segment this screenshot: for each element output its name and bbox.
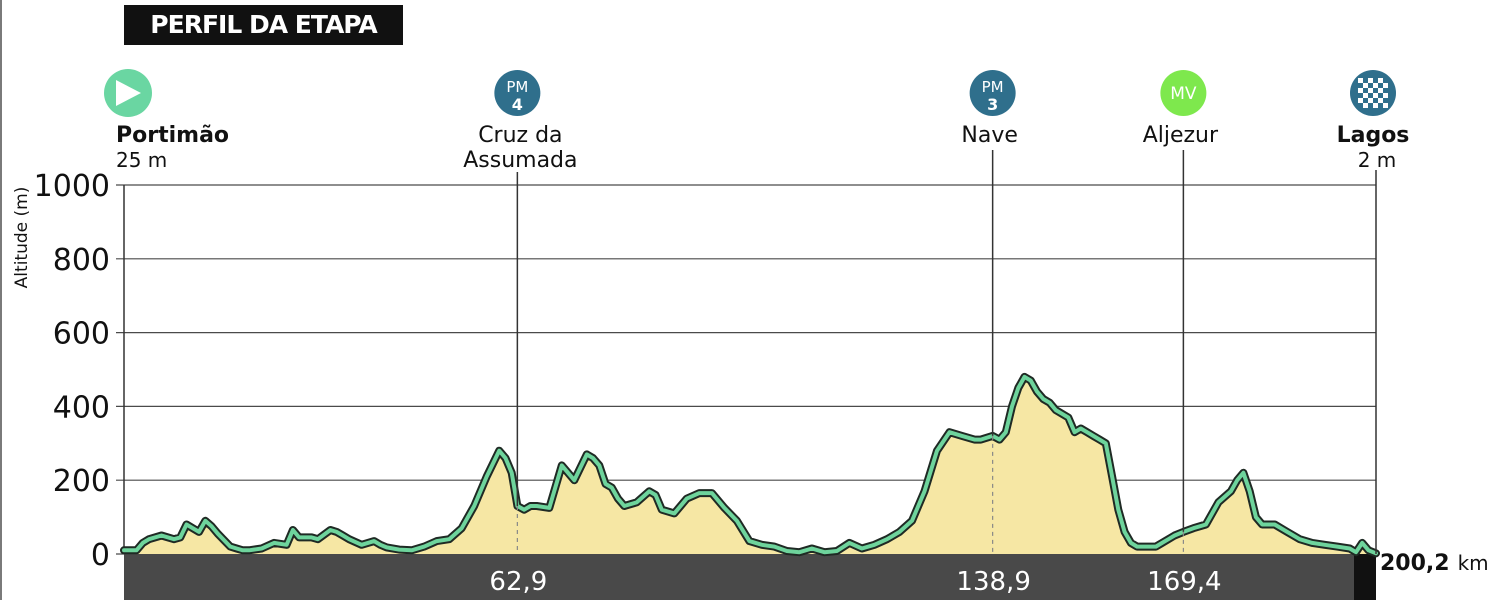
checker-square — [1383, 103, 1388, 108]
waypoint-2: PM3 Nave 138,9 — [956, 70, 1031, 597]
y-tick-label-600: 600 — [53, 317, 110, 352]
waypoint-altitude: 2 m — [1358, 148, 1397, 172]
play-icon — [116, 80, 141, 106]
waypoint-name: Portimão — [116, 123, 229, 148]
checker-square — [1368, 88, 1373, 93]
checker-square — [1373, 103, 1378, 108]
y-tick-label-200: 200 — [53, 464, 110, 499]
total-distance-value: 200,2 — [1380, 551, 1450, 576]
checker-square — [1378, 98, 1383, 103]
checker-square — [1363, 83, 1368, 88]
waypoint-name-line1: Cruz da — [478, 123, 562, 148]
waypoint-3: MV Aljezur 169,4 — [1143, 70, 1222, 597]
badge-category: 4 — [512, 95, 523, 114]
km-marker-label: 169,4 — [1147, 567, 1221, 597]
checker-square — [1378, 78, 1383, 83]
climb-badge — [494, 70, 541, 116]
checker-square — [1363, 93, 1368, 98]
badge-label: PM — [982, 78, 1004, 96]
distance-band-bar — [124, 554, 1376, 600]
total-distance-unit: km — [1458, 551, 1489, 575]
page-title: PERFIL DA ETAPA — [124, 5, 403, 45]
checker-square — [1383, 93, 1388, 98]
km-marker-label: 138,9 — [956, 567, 1030, 597]
km-marker-label: 62,9 — [489, 567, 547, 597]
checker-square — [1378, 88, 1383, 93]
waypoint-name: Lagos — [1337, 123, 1410, 148]
checker-square — [1373, 83, 1378, 88]
badge-category: 3 — [987, 95, 998, 114]
waypoint-name: Nave — [961, 123, 1018, 148]
checker-square — [1383, 83, 1388, 88]
y-tick-label-1000: 1000 — [34, 169, 110, 204]
checker-square — [1363, 103, 1368, 108]
total-distance: 200,2 km — [1380, 551, 1489, 576]
waypoint-altitude: 25 m — [116, 148, 167, 172]
checker-square — [1358, 88, 1363, 93]
grid-layer — [116, 184, 1376, 555]
profile-outline-green — [122, 374, 1378, 556]
checker-square — [1358, 78, 1363, 83]
checker-square — [1358, 98, 1363, 103]
y-tick-label-0: 0 — [91, 538, 110, 573]
finish-block — [1354, 554, 1376, 600]
y-tick-label-800: 800 — [53, 243, 110, 278]
profile-layer — [120, 372, 1380, 558]
distance-band — [124, 554, 1376, 600]
profile-outline-dark — [120, 372, 1380, 558]
checkered-flag-icon — [1358, 78, 1388, 108]
waypoint-name-line2: Assumada — [463, 148, 577, 173]
badge-label: PM — [506, 78, 528, 96]
y-tick-label-400: 400 — [53, 390, 110, 425]
checker-square — [1373, 93, 1378, 98]
sprint-badge — [1160, 70, 1207, 116]
waypoint-name: Aljezur — [1143, 123, 1219, 148]
checker-square — [1368, 78, 1373, 83]
checker-square — [1368, 98, 1373, 103]
badge-label: MV — [1170, 84, 1197, 104]
profile-area — [124, 376, 1376, 554]
left-border — [0, 0, 2, 600]
y-axis-label: Altitude (m) — [12, 187, 32, 289]
climb-badge — [969, 70, 1016, 116]
